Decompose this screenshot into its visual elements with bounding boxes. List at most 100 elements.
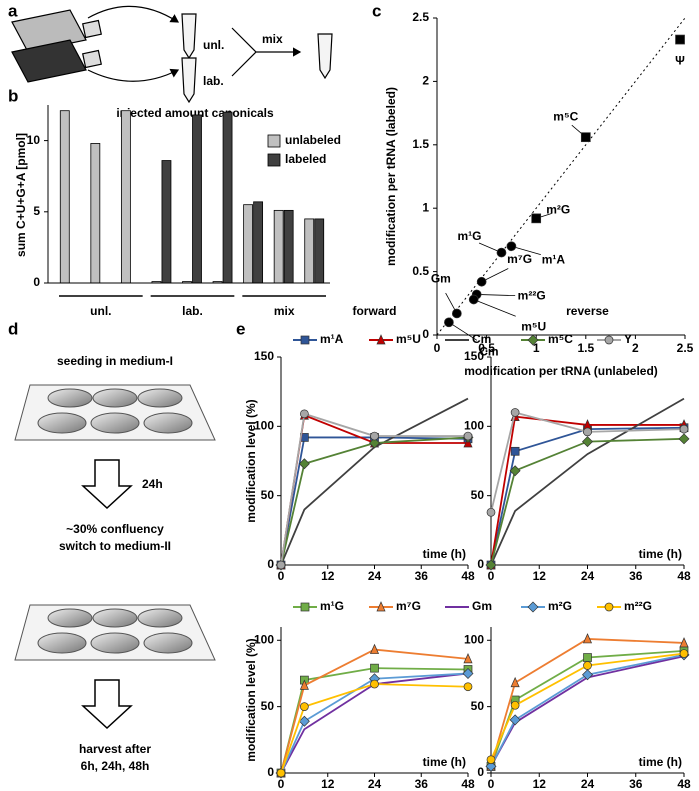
bar (161, 160, 172, 284)
panel-label: c (372, 1, 381, 20)
marker (451, 308, 462, 319)
marker (276, 560, 286, 570)
x-tick-label: 12 (321, 777, 335, 791)
diagram-label: 24h (142, 477, 163, 491)
series-line (280, 436, 469, 566)
point-label: m²G (546, 203, 570, 217)
point-label: m¹A (542, 252, 566, 266)
marker (496, 247, 507, 258)
marker (582, 436, 593, 448)
x-axis-label: time (h) (639, 547, 682, 561)
marker (583, 661, 592, 670)
legend-label: m²²G (624, 599, 652, 613)
bar (304, 218, 315, 284)
x-tick-label: 1.5 (577, 341, 594, 355)
y-tick-label: 0 (33, 275, 40, 289)
legend-label: labeled (285, 152, 326, 166)
y-tick-label: 100 (464, 632, 484, 646)
series-line (490, 426, 685, 566)
y-axis-label: modification level (%) (244, 638, 258, 761)
diagram-label: lab. (203, 74, 224, 88)
x-tick-label: 48 (677, 569, 691, 583)
bar (222, 111, 233, 284)
y-tick-label: 100 (254, 419, 274, 433)
marker (462, 667, 474, 679)
leader-line (448, 321, 478, 341)
y-tick-label: 1 (422, 200, 429, 214)
marker (299, 679, 309, 690)
marker (370, 431, 379, 441)
x-tick-label: 36 (629, 569, 643, 583)
y-tick-label: 5 (33, 204, 40, 218)
diagram-label: switch to medium-II (59, 539, 171, 553)
bar (253, 201, 264, 284)
y-axis-label: modification level (%) (244, 399, 258, 522)
series-line (280, 436, 469, 566)
x-tick-label: 0 (278, 569, 285, 583)
marker (376, 334, 386, 345)
marker (300, 335, 310, 345)
legend-label: m⁷G (396, 599, 421, 613)
marker (506, 241, 517, 252)
marker (298, 715, 310, 727)
marker (583, 427, 592, 437)
marker (476, 276, 487, 287)
x-tick-label: 12 (533, 569, 547, 583)
marker (468, 294, 479, 305)
point-label: m¹G (457, 229, 481, 243)
x-tick-label: 12 (321, 569, 335, 583)
marker (582, 633, 593, 644)
x-tick-label: 0 (488, 777, 495, 791)
y-tick-label: 0.5 (412, 264, 429, 278)
marker (370, 679, 379, 689)
x-tick-label: 0.5 (478, 341, 495, 355)
y-axis-label: modification per tRNA (labeled) (384, 87, 398, 266)
diagram-label: seeding in medium-I (57, 354, 173, 368)
x-tick-label: 24 (368, 569, 382, 583)
legend-label: m¹G (320, 599, 344, 613)
marker (678, 433, 690, 445)
y-tick-label: 2.5 (412, 10, 429, 24)
marker (370, 663, 379, 673)
x-tick-label: 24 (368, 777, 382, 791)
series-line (490, 415, 684, 566)
marker (509, 714, 521, 726)
point-label: m⁵U (521, 320, 546, 334)
marker (675, 34, 685, 45)
x-tick-label: 36 (415, 777, 429, 791)
bar (192, 114, 202, 284)
marker (510, 408, 520, 417)
point-label: m²²G (518, 289, 546, 303)
series-line (490, 652, 685, 761)
bar (314, 218, 325, 284)
legend-label: Gm (472, 599, 492, 613)
series-line (490, 638, 685, 767)
y-tick-label: 0 (422, 327, 429, 341)
legend-swatch (267, 134, 281, 148)
marker (604, 602, 614, 612)
y-tick-label: 0 (267, 765, 274, 779)
x-tick-label: 48 (461, 569, 475, 583)
point-label: m⁵C (553, 109, 578, 123)
bar (273, 209, 284, 284)
marker (527, 601, 539, 613)
marker (369, 643, 380, 654)
group-label: mix (274, 304, 295, 318)
group-label: lab. (182, 304, 203, 318)
marker (582, 669, 593, 681)
legend-label: unlabeled (285, 133, 341, 147)
y-tick-label: 50 (261, 699, 275, 713)
diagram-label: unl. (203, 38, 224, 52)
panel-label: b (8, 86, 18, 105)
x-tick-label: 24 (581, 777, 595, 791)
y-tick-label: 150 (464, 349, 484, 363)
marker (509, 465, 521, 477)
marker (679, 424, 689, 434)
marker (510, 700, 520, 710)
y-axis-label: sum C+U+G+A [pmol] (14, 133, 28, 257)
series-line (280, 683, 469, 774)
diagonal (436, 17, 686, 336)
y-tick-label: 100 (464, 419, 484, 433)
leader-line (481, 268, 509, 283)
point-label: m⁷G (507, 252, 532, 266)
